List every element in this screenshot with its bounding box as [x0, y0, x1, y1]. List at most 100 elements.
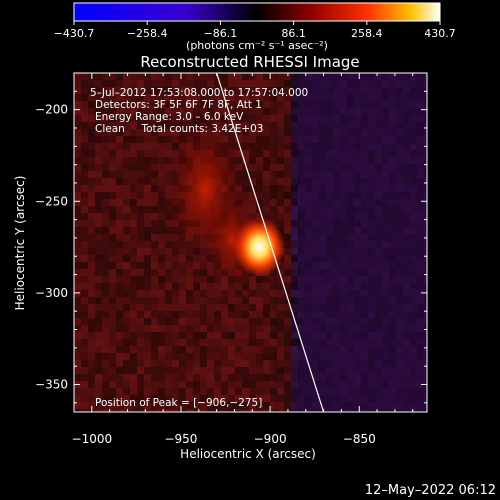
image-pixel [151, 192, 158, 199]
image-pixel [221, 346, 228, 353]
image-pixel [95, 150, 102, 157]
image-pixel [109, 304, 116, 311]
image-pixel [284, 353, 291, 360]
image-pixel [242, 94, 249, 101]
image-pixel [130, 157, 137, 164]
image-pixel [186, 101, 193, 108]
image-pixel [81, 220, 88, 227]
image-pixel [151, 374, 158, 381]
image-pixel [256, 143, 263, 150]
image-pixel [214, 353, 221, 360]
image-pixel [207, 318, 214, 325]
image-pixel [263, 374, 270, 381]
image-pixel [102, 115, 109, 122]
image-pixel [263, 199, 270, 206]
image-pixel [242, 318, 249, 325]
image-pixel [291, 332, 298, 339]
image-pixel [277, 94, 284, 101]
image-pixel [214, 339, 221, 346]
y-tick-label: −200 [35, 103, 68, 117]
image-pixel [151, 311, 158, 318]
image-pixel [277, 143, 284, 150]
image-pixel [284, 241, 291, 248]
image-pixel [95, 276, 102, 283]
image-pixel [123, 269, 130, 276]
image-pixel [221, 318, 228, 325]
image-pixel [277, 353, 284, 360]
image-pixel [123, 171, 130, 178]
image-pixel [102, 241, 109, 248]
image-pixel [200, 332, 207, 339]
image-pixel [270, 101, 277, 108]
image-pixel [242, 367, 249, 374]
image-pixel [130, 346, 137, 353]
image-pixel [74, 73, 81, 80]
image-pixel [158, 122, 165, 129]
image-pixel [214, 409, 221, 412]
image-pixel [256, 346, 263, 353]
image-pixel [116, 318, 123, 325]
image-pixel [137, 311, 144, 318]
image-pixel [158, 94, 165, 101]
image-pixel [158, 262, 165, 269]
image-pixel [102, 80, 109, 87]
image-pixel [270, 164, 277, 171]
image-pixel [200, 283, 207, 290]
image-pixel [81, 206, 88, 213]
image-pixel [109, 346, 116, 353]
image-pixel [284, 206, 291, 213]
image-pixel [235, 402, 242, 409]
image-pixel [186, 360, 193, 367]
image-pixel [144, 157, 151, 164]
image-pixel [165, 122, 172, 129]
image-pixel [214, 388, 221, 395]
image-pixel [263, 325, 270, 332]
image-pixel [144, 353, 151, 360]
image-pixel [221, 353, 228, 360]
image-pixel [109, 178, 116, 185]
image-pixel [158, 143, 165, 150]
image-pixel [249, 381, 256, 388]
image-pixel [291, 87, 298, 94]
image-pixel [158, 283, 165, 290]
image-pixel [263, 150, 270, 157]
image-pixel [102, 213, 109, 220]
image-pixel [137, 297, 144, 304]
image-pixel [151, 269, 158, 276]
image-pixel [116, 178, 123, 185]
image-pixel [88, 402, 95, 409]
image-pixel [165, 388, 172, 395]
image-pixel [88, 185, 95, 192]
image-pixel [228, 409, 235, 412]
image-pixel [88, 164, 95, 171]
image-pixel [284, 346, 291, 353]
image-pixel [263, 402, 270, 409]
image-pixel [95, 171, 102, 178]
image-pixel [95, 129, 102, 136]
image-pixel [249, 73, 256, 80]
image-pixel [235, 346, 242, 353]
image-pixel [221, 339, 228, 346]
image-pixel [242, 374, 249, 381]
image-pixel [270, 374, 277, 381]
image-pixel [263, 332, 270, 339]
image-pixel [242, 171, 249, 178]
image-pixel [137, 360, 144, 367]
image-pixel [88, 143, 95, 150]
image-pixel [172, 339, 179, 346]
image-pixel [81, 283, 88, 290]
image-pixel [242, 332, 249, 339]
image-pixel [193, 255, 200, 262]
image-pixel [81, 241, 88, 248]
image-pixel [158, 332, 165, 339]
image-pixel [158, 108, 165, 115]
image-pixel [256, 108, 263, 115]
image-pixel [137, 115, 144, 122]
image-pixel [277, 409, 284, 412]
image-pixel [130, 332, 137, 339]
image-pixel [130, 255, 137, 262]
image-pixel [193, 353, 200, 360]
image-pixel [179, 94, 186, 101]
image-pixel [102, 143, 109, 150]
image-pixel [242, 101, 249, 108]
